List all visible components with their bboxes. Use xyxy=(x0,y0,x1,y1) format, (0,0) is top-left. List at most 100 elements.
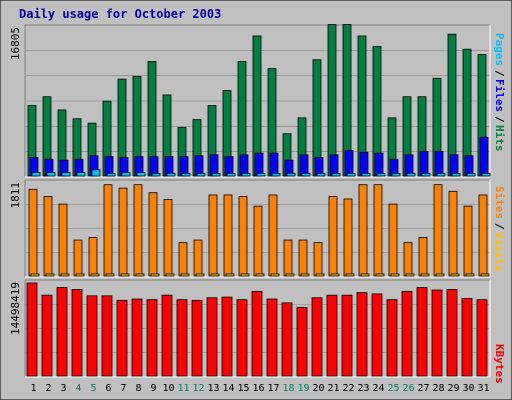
bar-pages xyxy=(316,172,326,177)
bar-files xyxy=(404,154,414,177)
bar-sites xyxy=(75,273,85,277)
bar-kbytes xyxy=(266,298,278,377)
bar-sites xyxy=(180,273,190,277)
bar-sites xyxy=(165,273,175,277)
bar-kbytes xyxy=(401,290,413,377)
bar-files xyxy=(239,154,249,177)
bar-visits xyxy=(178,242,188,277)
bar-visits xyxy=(328,196,338,277)
bar-sites xyxy=(240,273,250,277)
bar-kbytes xyxy=(251,290,263,377)
bar-files xyxy=(359,151,369,177)
bar-kbytes xyxy=(356,292,368,377)
bar-sites xyxy=(270,273,280,277)
bar-pages xyxy=(301,172,311,177)
x-tick-label: 22 xyxy=(342,383,354,394)
bar-pages xyxy=(166,172,176,177)
x-tick-label: 29 xyxy=(447,383,459,394)
bar-visits xyxy=(478,194,488,277)
bar-kbytes xyxy=(101,295,113,377)
panel-kbytes: 14498419 KBytes xyxy=(9,279,506,384)
x-tick-label: 9 xyxy=(150,383,156,394)
bar-files xyxy=(269,152,279,177)
bar-sites xyxy=(30,273,40,277)
bar-sites xyxy=(390,273,400,277)
x-tick-label: 25 xyxy=(387,383,399,394)
x-tick-label: 27 xyxy=(417,383,429,394)
x-tick-label: 18 xyxy=(282,383,294,394)
bar-kbytes xyxy=(146,299,158,377)
x-tick-label: 10 xyxy=(162,383,174,394)
bar-sites xyxy=(210,273,220,277)
bar-files xyxy=(449,154,459,177)
bar-kbytes xyxy=(116,299,128,377)
bar-sites xyxy=(135,273,145,277)
bar-pages xyxy=(121,172,131,177)
bar-sites xyxy=(90,273,100,277)
bar-pages xyxy=(226,172,236,177)
bar-kbytes xyxy=(416,287,428,377)
bar-sites xyxy=(45,273,55,277)
bar-kbytes xyxy=(461,297,473,377)
bar-visits xyxy=(373,184,383,277)
bar-sites xyxy=(405,273,415,277)
bar-kbytes xyxy=(56,287,68,377)
legend-entry: / xyxy=(493,116,506,123)
bar-visits xyxy=(103,184,113,277)
bar-visits xyxy=(313,242,323,277)
x-tick-label: 4 xyxy=(75,383,81,394)
bar-sites xyxy=(465,273,475,277)
bar-kbytes xyxy=(326,294,338,377)
bar-kbytes xyxy=(281,302,293,377)
x-tick-label: 1 xyxy=(30,383,36,394)
bar-visits xyxy=(133,184,143,277)
x-tick-label: 23 xyxy=(357,383,369,394)
bar-kbytes xyxy=(86,295,98,377)
bar-pages xyxy=(106,172,116,177)
bar-visits xyxy=(223,194,233,277)
y-max-label-visits: 1811 xyxy=(9,182,22,209)
y-max-label-hits: 16805 xyxy=(9,27,22,60)
bar-visits xyxy=(28,188,38,277)
bar-sites xyxy=(60,273,70,277)
bar-visits xyxy=(343,198,353,277)
x-tick-label: 3 xyxy=(60,383,66,394)
bar-kbytes xyxy=(221,296,233,377)
bar-pages xyxy=(181,172,191,177)
bar-kbytes xyxy=(446,289,458,377)
bar-kbytes xyxy=(176,299,188,377)
bar-pages xyxy=(151,172,161,177)
bar-pages xyxy=(331,172,341,177)
bar-visits xyxy=(433,184,443,277)
y-max-label-kbytes: 14498419 xyxy=(9,282,22,335)
bar-pages xyxy=(196,172,206,177)
bar-pages xyxy=(256,172,266,177)
bar-visits xyxy=(403,242,413,277)
legend-entry: KBytes xyxy=(493,344,506,384)
bar-visits xyxy=(253,205,263,277)
bar-kbytes xyxy=(371,293,383,377)
bar-sites xyxy=(345,273,355,277)
x-tick-label: 13 xyxy=(207,383,219,394)
bar-pages xyxy=(391,172,401,177)
legend-entry: Sites xyxy=(493,186,506,219)
bar-pages xyxy=(346,172,356,177)
legend-entry: / xyxy=(493,70,506,77)
bar-sites xyxy=(360,273,370,277)
x-tick-label: 20 xyxy=(312,383,324,394)
bar-visits xyxy=(283,239,293,277)
bar-sites xyxy=(435,273,445,277)
bar-kbytes xyxy=(311,297,323,377)
bar-sites xyxy=(300,273,310,277)
bar-kbytes xyxy=(476,299,488,377)
bar-files xyxy=(209,154,219,177)
bar-visits xyxy=(448,190,458,277)
bar-visits xyxy=(43,196,53,277)
x-tick-label: 11 xyxy=(177,383,189,394)
bar-files xyxy=(419,150,429,177)
bar-sites xyxy=(120,273,130,277)
bar-sites xyxy=(450,273,460,277)
bar-visits xyxy=(238,196,248,277)
bar-files xyxy=(479,136,489,177)
